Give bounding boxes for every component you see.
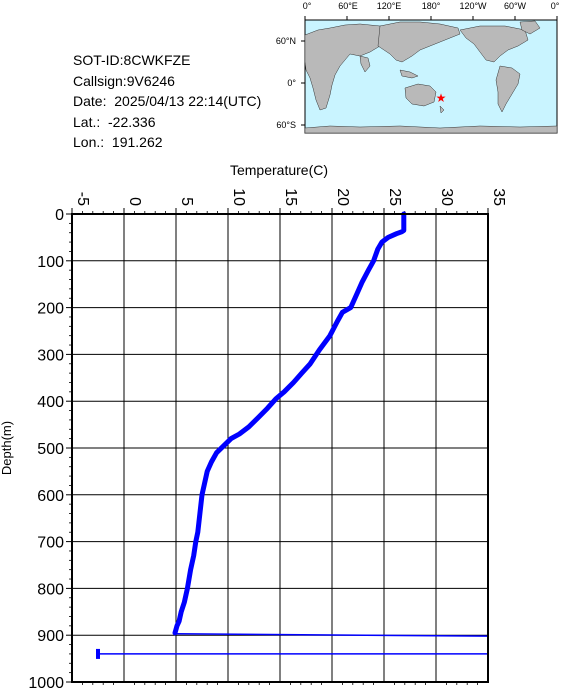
x-tick-label: 10 [230,188,247,206]
x-tick-label: 5 [178,197,195,206]
temperature-profile-line [174,633,489,637]
temperature-profile-line [172,211,407,636]
map-label-120e: 120°E [377,1,402,11]
map-label-60n: 60°N [276,36,296,46]
x-tick-label: 15 [282,188,299,206]
series-group [96,211,489,659]
latitude: Lat.: -22.336 [73,113,156,130]
x-tick-label: 20 [334,188,351,206]
map-label-0-right: 0° [551,1,560,11]
x-tick-label: 30 [438,188,455,206]
y-tick-label: 1000 [28,675,64,690]
map-label-60e: 60°E [338,1,358,11]
location-map: 0° 60°E 120°E 180° 120°W 60°W 0° 60°N 0°… [276,1,560,134]
y-tick-label: 0 [55,207,64,224]
x-tick-label: 25 [386,188,403,206]
date: Date: 2025/04/13 22:14(UTC) [73,93,262,109]
longitude: Lon.: 191.262 [73,134,163,150]
map-label-eq: 0° [287,78,296,88]
y-axis-label: Depth(m) [0,421,14,475]
map-label-0: 0° [303,1,312,11]
y-tick-label: 500 [37,441,64,458]
x-tick-labels: -5 0 5 10 15 20 25 30 35 [74,188,507,206]
x-tick-label: 35 [490,188,507,206]
y-tick-label: 900 [37,628,64,645]
y-tick-label: 400 [37,394,64,411]
map-land [304,20,558,134]
x-tick-label: -5 [74,192,91,206]
y-tick-label: 300 [37,347,64,364]
map-label-120w: 120°W [459,1,487,11]
y-tick-label: 800 [37,581,64,598]
location-marker-star-icon: ★ [436,91,447,105]
y-tick-label: 200 [37,301,64,318]
map-label-180: 180° [422,1,441,11]
map-left-labels: 60°N 0° 60°S [276,36,297,130]
map-label-60w: 60°W [504,1,527,11]
sot-id: SOT-ID:8CWKFZE [73,52,191,68]
callsign: Callsign:9V6246 [73,72,175,89]
y-tick-label: 600 [37,488,64,505]
y-tick-labels: 0 100 200 300 400 500 600 700 800 900 1000 [28,207,64,690]
data-point-marker [96,648,100,659]
info-panel: SOT-ID:8CWKFZE Callsign:9V6246 Date: 202… [73,50,261,153]
y-tick-label: 100 [37,254,64,271]
map-top-labels: 0° 60°E 120°E 180° 120°W 60°W 0° [303,1,560,11]
map-label-60s: 60°S [276,120,296,130]
x-axis-label: Temperature(C) [230,162,328,178]
x-tick-label: 0 [126,197,143,206]
y-tick-label: 700 [37,535,64,552]
plot-frame [71,213,489,683]
grid [66,208,489,685]
map-ticks [301,16,558,126]
